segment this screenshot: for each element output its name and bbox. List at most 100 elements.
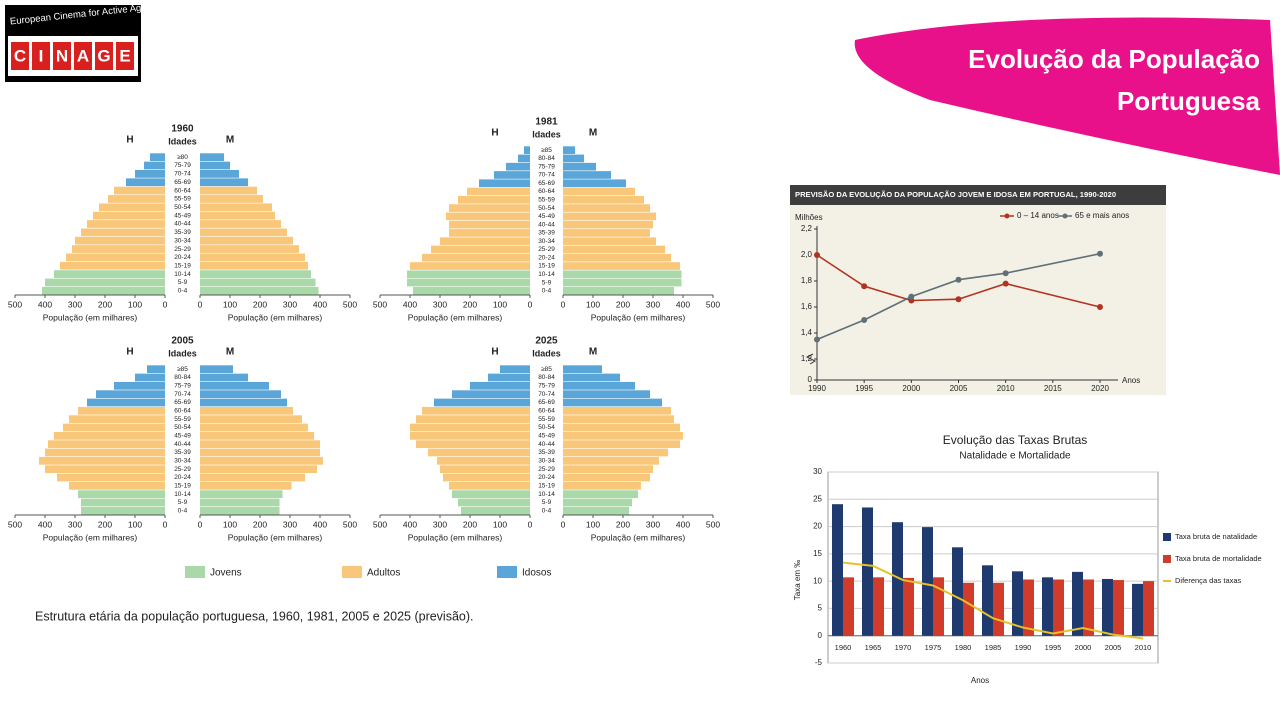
y-tick-label: 1,6 bbox=[801, 302, 813, 311]
bar-female bbox=[200, 278, 316, 287]
age-label: 50-54 bbox=[174, 424, 191, 431]
bar-female bbox=[563, 456, 659, 465]
bar-female bbox=[563, 406, 671, 415]
bar-female bbox=[563, 195, 644, 204]
x-tick-label: 2015 bbox=[1044, 384, 1062, 393]
legend-label: Taxa bruta de mortalidade bbox=[1175, 554, 1262, 563]
bar-female bbox=[563, 278, 682, 287]
bar-female bbox=[200, 220, 281, 228]
bar-male bbox=[461, 506, 530, 515]
age-label: 25-29 bbox=[174, 466, 191, 473]
x-tick-label: 1970 bbox=[895, 643, 912, 652]
legend-label: 65 e mais anos bbox=[1075, 211, 1129, 220]
x-axis-title: População (em milhares) bbox=[228, 532, 323, 542]
y-tick-label: 15 bbox=[813, 549, 822, 558]
age-label: 10-14 bbox=[174, 271, 191, 278]
series-line bbox=[816, 254, 1101, 308]
bar-male bbox=[524, 146, 530, 154]
bar-female bbox=[200, 178, 248, 187]
series-line bbox=[816, 252, 1101, 341]
logo-letter-box bbox=[11, 42, 29, 70]
age-label: 75-79 bbox=[538, 383, 555, 390]
age-label: 40-44 bbox=[174, 441, 191, 448]
series-point bbox=[1097, 304, 1103, 310]
bar-female bbox=[200, 398, 287, 407]
x-tick-label: 300 bbox=[68, 519, 82, 529]
bar-male bbox=[45, 465, 165, 474]
bar-male bbox=[446, 212, 530, 221]
bar-female bbox=[200, 431, 314, 440]
bar-male bbox=[48, 440, 165, 449]
x-tick-label: 2000 bbox=[1075, 643, 1092, 652]
x-tick-label: 100 bbox=[586, 299, 600, 309]
x-tick-label: 1995 bbox=[855, 384, 873, 393]
x-axis-title: População (em milhares) bbox=[591, 312, 686, 322]
x-tick-label: 200 bbox=[98, 519, 112, 529]
age-label: 30-34 bbox=[538, 458, 555, 465]
logo-letter: G bbox=[97, 46, 110, 65]
x-tick-label: 0 bbox=[561, 299, 566, 309]
bar-male bbox=[135, 373, 165, 382]
age-label: 75-79 bbox=[174, 383, 191, 390]
x-tick-label: 500 bbox=[373, 299, 387, 309]
age-label: 80-84 bbox=[538, 374, 555, 381]
bar-male bbox=[87, 220, 165, 228]
x-tick-label: 1995 bbox=[1045, 643, 1062, 652]
bar-male bbox=[147, 365, 165, 374]
bar-male bbox=[99, 203, 165, 212]
bar-female bbox=[200, 406, 293, 415]
x-tick-label: 200 bbox=[463, 299, 477, 309]
x-tick-label: 300 bbox=[433, 299, 447, 309]
bar-female bbox=[200, 270, 311, 278]
sex-label: M bbox=[226, 135, 234, 146]
bar-female bbox=[563, 373, 620, 382]
bar-male bbox=[135, 170, 165, 178]
age-label: 70-74 bbox=[174, 391, 191, 398]
bar-male bbox=[467, 187, 530, 196]
bar-male bbox=[458, 195, 530, 204]
x-axis-title: Anos bbox=[971, 676, 989, 685]
logo-letter-box bbox=[74, 42, 92, 70]
pyramid-year: 1960 bbox=[171, 124, 194, 135]
bar-female bbox=[200, 170, 239, 178]
legend-label: Diferença das taxas bbox=[1175, 576, 1242, 585]
bar-male bbox=[78, 490, 165, 499]
age-label: 20-24 bbox=[174, 254, 191, 261]
bar-male bbox=[416, 415, 530, 424]
x-axis-title: População (em milhares) bbox=[408, 532, 503, 542]
bar-male bbox=[45, 278, 165, 287]
bar-female bbox=[563, 365, 602, 374]
age-label: 50-54 bbox=[538, 205, 555, 212]
bar-female bbox=[200, 490, 283, 499]
bar-female bbox=[200, 481, 292, 490]
x-axis-title: População (em milhares) bbox=[228, 312, 323, 322]
age-label: 60-64 bbox=[538, 188, 555, 195]
bar-female bbox=[200, 448, 320, 457]
age-label: 60-64 bbox=[174, 408, 191, 415]
legend-swatch bbox=[1163, 555, 1171, 563]
chart-title: PREVISÃO DA EVOLUÇÃO DA POPULAÇÃO JOVEM … bbox=[795, 190, 1116, 199]
age-label: 45-49 bbox=[538, 213, 555, 220]
bar-female bbox=[200, 195, 263, 203]
x-tick-label: 200 bbox=[463, 519, 477, 529]
y-axis-title: Milhões bbox=[795, 213, 823, 222]
sex-label: M bbox=[589, 347, 597, 358]
age-label: 40-44 bbox=[538, 441, 555, 448]
bar-male bbox=[126, 178, 165, 187]
x-tick-label: 500 bbox=[8, 299, 22, 309]
x-tick-label: 100 bbox=[128, 519, 142, 529]
bar-male bbox=[470, 381, 530, 390]
bar bbox=[1012, 571, 1023, 636]
bar-female bbox=[200, 211, 275, 220]
bar-female bbox=[563, 390, 650, 399]
bar-male bbox=[60, 261, 165, 270]
bar-male bbox=[449, 204, 530, 212]
bar bbox=[843, 577, 854, 636]
legend-swatch bbox=[185, 566, 205, 578]
bar-male bbox=[108, 195, 165, 203]
x-tick-label: 100 bbox=[223, 519, 237, 529]
bar-male bbox=[428, 448, 530, 457]
x-tick-label: 0 bbox=[163, 299, 168, 309]
bar-female bbox=[563, 262, 680, 270]
bar-female bbox=[563, 381, 635, 390]
